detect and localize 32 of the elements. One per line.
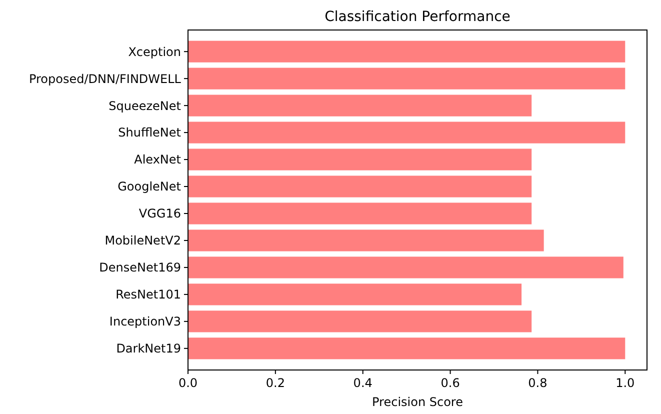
bar bbox=[188, 284, 522, 306]
bar bbox=[188, 40, 626, 62]
bar bbox=[188, 94, 532, 116]
x-axis-title: Precision Score bbox=[372, 395, 463, 409]
y-tick-label: MobileNetV2 bbox=[104, 234, 181, 248]
bar bbox=[188, 202, 532, 224]
x-tick-label: 0.0 bbox=[178, 376, 198, 390]
y-tick-label: AlexNet bbox=[134, 152, 182, 167]
bar bbox=[188, 122, 626, 144]
bar bbox=[188, 176, 532, 198]
bar bbox=[188, 310, 532, 332]
y-tick-label: Xception bbox=[128, 44, 181, 59]
x-tick-label: 0.6 bbox=[440, 376, 460, 390]
y-tick-label: DarkNet19 bbox=[116, 342, 181, 356]
chart-title: Classification Performance bbox=[324, 9, 510, 25]
y-tick-label: ShuffleNet bbox=[118, 126, 182, 140]
bar bbox=[188, 68, 626, 90]
y-tick-label: DenseNet169 bbox=[99, 260, 181, 275]
x-tick-label: 0.4 bbox=[353, 376, 372, 390]
bar bbox=[188, 148, 532, 170]
bar bbox=[188, 256, 624, 278]
y-tick-label: GoogleNet bbox=[118, 180, 182, 194]
bar bbox=[188, 230, 544, 252]
x-tick-label: 0.8 bbox=[528, 376, 548, 390]
y-tick-label: VGG16 bbox=[138, 206, 181, 221]
y-tick-label: Proposed/DNN/FINDWELL bbox=[28, 72, 182, 86]
bar bbox=[188, 338, 626, 360]
y-tick-label: SqueezeNet bbox=[108, 98, 182, 113]
x-tick-label: 1.0 bbox=[616, 376, 635, 390]
y-tick-label: ResNet101 bbox=[116, 288, 181, 302]
y-tick-label: InceptionV3 bbox=[109, 314, 181, 329]
x-tick-label: 0.2 bbox=[266, 376, 285, 390]
